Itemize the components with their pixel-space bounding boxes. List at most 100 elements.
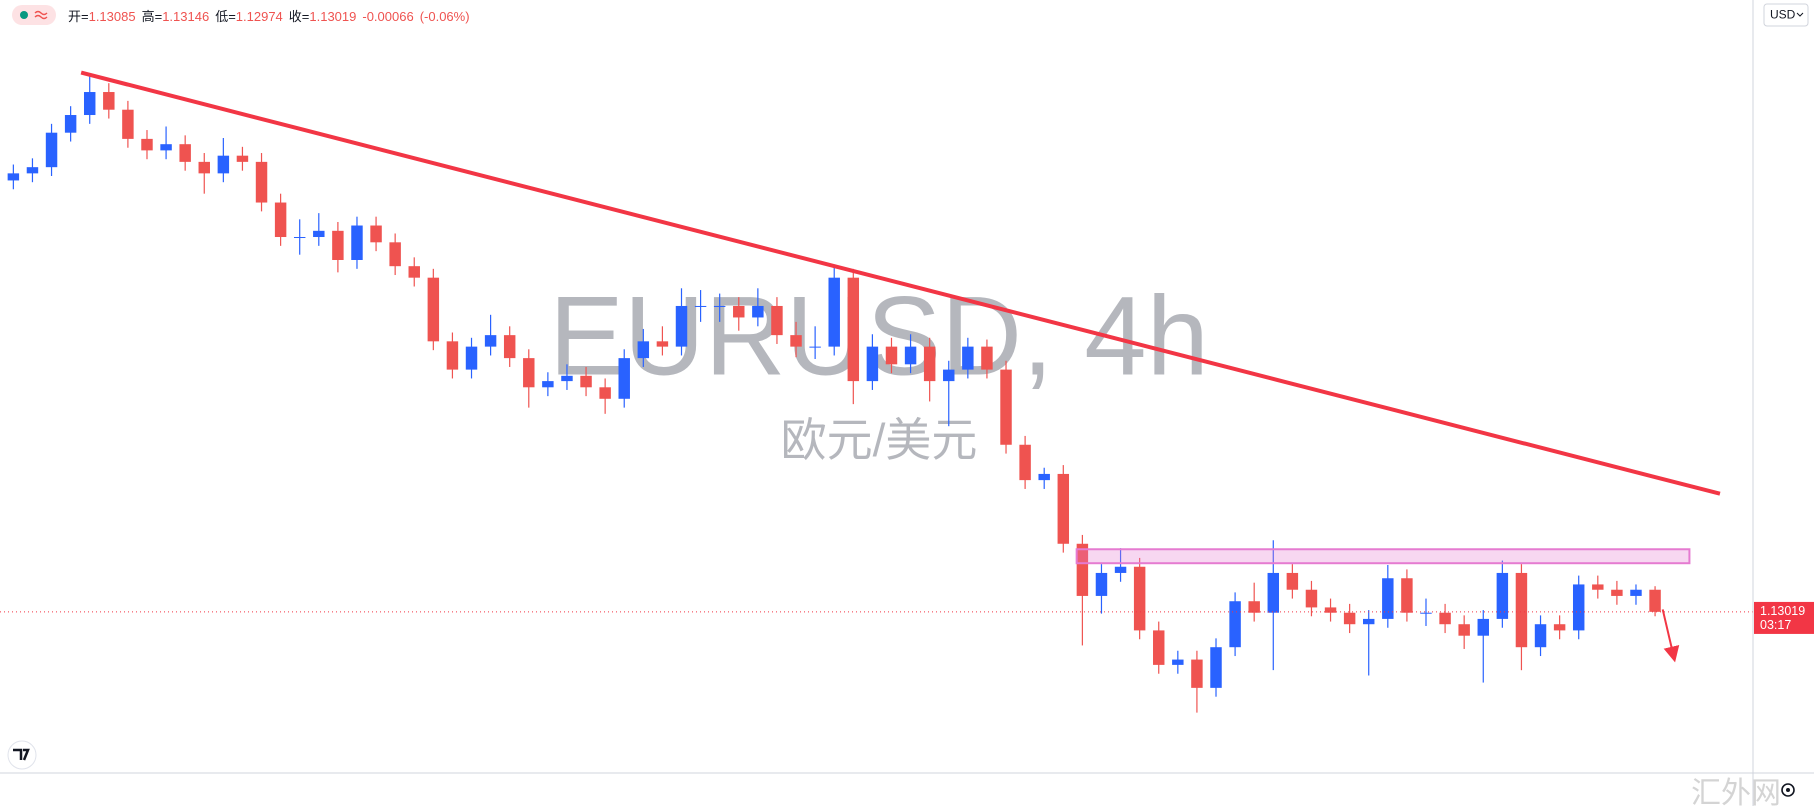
candle-body <box>503 335 516 359</box>
legend-value: 1.13019 <box>309 9 357 24</box>
candle-body <box>847 277 860 382</box>
candle-body <box>637 341 650 359</box>
candle-body <box>1038 473 1050 481</box>
candle-body <box>1191 659 1203 688</box>
candle-body <box>408 266 420 278</box>
candle-body <box>694 305 707 307</box>
candle-body <box>332 230 344 260</box>
candle-body <box>866 346 879 382</box>
candle-body <box>1611 589 1623 596</box>
candle-body <box>713 305 726 307</box>
countdown-label: 03:17 <box>1760 618 1791 632</box>
resistance-zone <box>1075 548 1691 565</box>
currency-chevron <box>1796 12 1804 17</box>
candle-body <box>1477 618 1489 636</box>
candle-body <box>1553 624 1566 631</box>
site-watermark: 汇外网 <box>1691 777 1781 806</box>
candle-body <box>656 341 669 347</box>
candle-body <box>236 155 249 162</box>
currency-button[interactable] <box>1763 3 1809 27</box>
candle-body <box>904 346 917 365</box>
last-price-badge <box>1754 601 1814 634</box>
candle-body <box>1496 572 1509 619</box>
candle-body <box>293 237 306 239</box>
candle-body <box>1057 473 1070 544</box>
candle-body <box>255 161 268 203</box>
candle-body <box>217 155 230 174</box>
candle-body <box>962 346 974 370</box>
candle-body <box>1343 612 1356 625</box>
candle-body <box>1439 612 1451 625</box>
candle-body <box>923 346 936 382</box>
candle-body <box>26 167 39 174</box>
candle-body <box>1229 601 1241 648</box>
candle-body <box>427 277 440 342</box>
candle-body <box>160 144 172 151</box>
candle-body <box>1076 543 1089 596</box>
candle-body <box>141 138 153 151</box>
candle-body <box>1172 659 1184 665</box>
candle-body <box>561 375 573 382</box>
legend-value: 1.13146 <box>162 9 210 24</box>
legend-value: 1.13085 <box>88 9 136 24</box>
candle-body <box>771 305 783 336</box>
candle-body <box>1572 584 1585 631</box>
candle-body <box>1267 572 1280 613</box>
candle-body <box>179 144 191 162</box>
currency-label: USD <box>1770 8 1796 22</box>
candle-body <box>370 225 382 243</box>
candle-body <box>1649 589 1661 612</box>
change-value: -0.00066 <box>362 9 414 24</box>
candle-body <box>523 358 535 388</box>
candle-body <box>1114 566 1127 573</box>
ohlc-legend: 开=1.13085 高=1.13146 低=1.12974 收=1.13019 -0.0… <box>68 6 476 25</box>
candle-body <box>809 346 821 348</box>
symbol-description: 欧元/美元 <box>781 414 978 466</box>
candle-body <box>828 277 840 347</box>
candle-body <box>198 161 210 174</box>
candle-body <box>1592 584 1604 590</box>
candle-body <box>351 225 363 260</box>
candle-body <box>7 173 20 181</box>
settings-gear[interactable] <box>1781 783 1795 797</box>
candle-body <box>1458 624 1470 636</box>
candle-body <box>943 369 955 382</box>
status-badge[interactable] <box>12 5 56 25</box>
candle-body <box>45 132 58 168</box>
candle-body <box>484 335 497 347</box>
trendline <box>80 70 1721 496</box>
tv-logo[interactable] <box>7 740 37 770</box>
candle-body <box>1248 601 1260 613</box>
candle-body <box>465 346 478 370</box>
status-icons <box>20 10 48 20</box>
candle-body <box>1000 369 1012 445</box>
candle-body <box>122 109 134 139</box>
legend-label: 高= <box>141 9 163 24</box>
candle-body <box>1133 566 1146 631</box>
legend-value: 1.12974 <box>235 9 283 24</box>
last-price-label: 1.13019 <box>1760 604 1805 618</box>
candle-body <box>790 335 802 347</box>
legend-label: 收= <box>288 9 310 24</box>
candle-body <box>580 375 592 388</box>
legend-label: 低= <box>215 9 236 24</box>
down-arrow <box>1661 609 1680 663</box>
candle-body <box>1095 572 1108 596</box>
candle-body <box>83 92 96 116</box>
candle-body <box>103 92 115 110</box>
candle-body <box>542 381 554 388</box>
candle-body <box>389 242 401 267</box>
candle-body <box>274 202 287 238</box>
candle-body <box>446 341 459 370</box>
candle-body <box>1153 630 1165 665</box>
candle-body <box>1515 572 1528 648</box>
candle-body <box>1305 589 1318 608</box>
candle-body <box>313 230 325 238</box>
candle-body <box>1362 618 1375 625</box>
candle-body <box>885 346 898 365</box>
candle-body <box>981 346 993 370</box>
legend-label: 开= <box>68 9 89 24</box>
candle-body <box>1324 607 1337 613</box>
